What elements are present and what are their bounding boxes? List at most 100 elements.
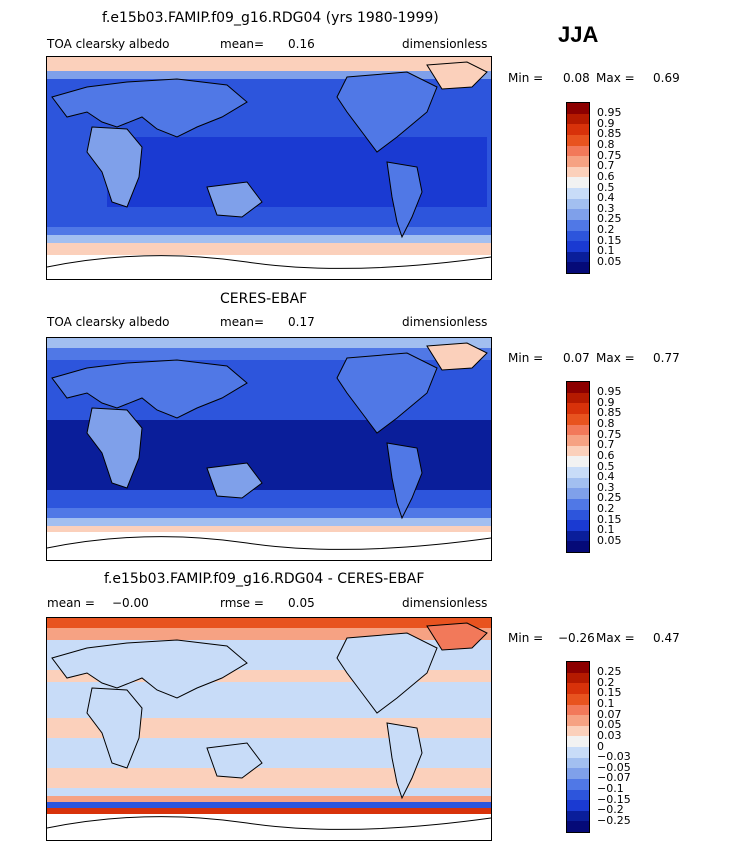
colorbar-tick-label: 0.3 (597, 201, 615, 215)
colorbar-swatch (567, 403, 589, 414)
colorbar-tick-label: 0.15 (597, 512, 622, 526)
colorbar-swatch (567, 768, 589, 779)
colorbar-tick-label: 0.05 (597, 718, 622, 732)
panel3-colorbar (566, 661, 590, 833)
colorbar-tick-label: 0.1 (597, 523, 615, 537)
colorbar-tick-label: 0.8 (597, 138, 615, 151)
colorbar-swatch (567, 509, 589, 521)
panel1-units: dimensionless (402, 37, 488, 51)
colorbar-swatch (567, 725, 589, 737)
panel1-mean-label: mean= (220, 37, 265, 51)
colorbar-swatch (567, 241, 589, 252)
colorbar-swatch (567, 757, 589, 769)
colorbar-tick-label: −0.15 (597, 792, 631, 806)
colorbar-swatch (567, 704, 589, 716)
panel2-map-svg (47, 338, 491, 560)
colorbar-tick-label: 0.4 (597, 470, 615, 484)
colorbar-tick-label: −0.03 (597, 750, 631, 764)
colorbar-swatch (567, 230, 589, 242)
panel3-rmse-value: 0.05 (288, 596, 315, 610)
panel3-map-svg (47, 618, 491, 840)
colorbar-swatch (567, 520, 589, 531)
colorbar-tick-label: 0.7 (597, 159, 615, 173)
colorbar-swatch (567, 467, 589, 478)
colorbar-swatch (567, 134, 589, 146)
colorbar-tick-label: 0.1 (597, 244, 615, 258)
colorbar-swatch (567, 435, 589, 446)
colorbar-tick-label: 0.25 (597, 212, 622, 226)
colorbar-tick-label: 0.85 (597, 406, 622, 420)
colorbar-tick-label: 0.25 (597, 665, 622, 679)
colorbar-tick-label: 0.95 (597, 106, 622, 120)
colorbar-swatch (567, 477, 589, 489)
panel2-variable-label: TOA clearsky albedo (47, 315, 170, 329)
panel1-variable-label: TOA clearsky albedo (47, 37, 170, 51)
colorbar-swatch (567, 413, 589, 425)
panel2-map (46, 337, 492, 561)
panel2-max-value: 0.77 (653, 351, 680, 365)
colorbar-swatch (567, 113, 589, 125)
colorbar-tick-label: 0.2 (597, 502, 615, 515)
colorbar-swatch (567, 715, 589, 726)
colorbar-tick-label: 0.25 (597, 491, 622, 505)
colorbar-swatch (567, 177, 589, 188)
colorbar-swatch (567, 821, 589, 832)
colorbar-swatch (567, 156, 589, 167)
panel3-mean-label: mean = (47, 596, 95, 610)
panel3-map (46, 617, 492, 841)
colorbar-tick-label: 0.8 (597, 417, 615, 430)
colorbar-swatch (567, 166, 589, 178)
colorbar-swatch (567, 103, 589, 114)
colorbar-tick-label: −0.07 (597, 771, 631, 785)
panel1-min-value: 0.08 (563, 71, 590, 85)
colorbar-swatch (567, 800, 589, 811)
panel3-max-value: 0.47 (653, 631, 680, 645)
colorbar-tick-label: 0.75 (597, 427, 622, 441)
panel2-mean-label: mean= (220, 315, 265, 329)
colorbar-swatch (567, 810, 589, 822)
colorbar-swatch (567, 530, 589, 542)
colorbar-tick-label: −0.05 (597, 760, 631, 774)
colorbar-swatch (567, 456, 589, 467)
panel1-colorbar-labels: 0.95 0.9 0.85 0.8 0.75 0.7 0.6 0.5 0.4 0.3 0.25 0.2… (597, 102, 637, 272)
colorbar-tick-label: 0.05 (597, 533, 622, 547)
panel3-units: dimensionless (402, 596, 488, 610)
colorbar-tick-label: 0.95 (597, 385, 622, 399)
panel3-rmse-label: rmse = (220, 596, 264, 610)
panel3-min-label: Min = (508, 631, 544, 645)
colorbar-tick-label: 0.03 (597, 728, 622, 742)
colorbar-swatch (567, 209, 589, 220)
panel1-map (46, 56, 492, 280)
colorbar-tick-label: 0.3 (597, 480, 615, 494)
colorbar-swatch (567, 747, 589, 758)
colorbar-tick-label: 0.5 (597, 180, 615, 194)
colorbar-tick-label: 0.2 (597, 675, 615, 689)
colorbar-tick-label: 0.4 (597, 191, 615, 205)
colorbar-tick-label: −0.25 (597, 813, 631, 827)
colorbar-tick-label: 0.2 (597, 223, 615, 236)
panel1-colorbar (566, 102, 590, 274)
colorbar-tick-label: 0.9 (597, 116, 615, 130)
colorbar-swatch (567, 145, 589, 157)
colorbar-swatch (567, 424, 589, 436)
colorbar-swatch (567, 736, 589, 747)
panel3-mean-value: −0.00 (112, 596, 149, 610)
colorbar-swatch (567, 188, 589, 199)
colorbar-tick-label: 0.07 (597, 707, 622, 721)
colorbar-swatch (567, 662, 589, 673)
colorbar-swatch (567, 382, 589, 393)
colorbar-tick-label: 0.1 (597, 697, 615, 710)
colorbar-swatch (567, 392, 589, 404)
panel1-max-label: Max = (596, 71, 635, 85)
colorbar-swatch (567, 498, 589, 510)
colorbar-swatch (567, 541, 589, 552)
colorbar-swatch (567, 219, 589, 231)
panel2-min-value: 0.07 (563, 351, 590, 365)
colorbar-swatch (567, 693, 589, 705)
colorbar-swatch (567, 251, 589, 263)
colorbar-tick-label: 0.6 (597, 448, 615, 462)
colorbar-tick-label: −0.2 (597, 803, 624, 817)
panel3-colorbar-labels: 0.25 0.2 0.15 0.1 0.07 0.05 0.03 0 −0.03 −0.05 −0.… (597, 661, 642, 831)
panel2-units: dimensionless (402, 315, 488, 329)
colorbar-tick-label: −0.1 (597, 782, 624, 795)
